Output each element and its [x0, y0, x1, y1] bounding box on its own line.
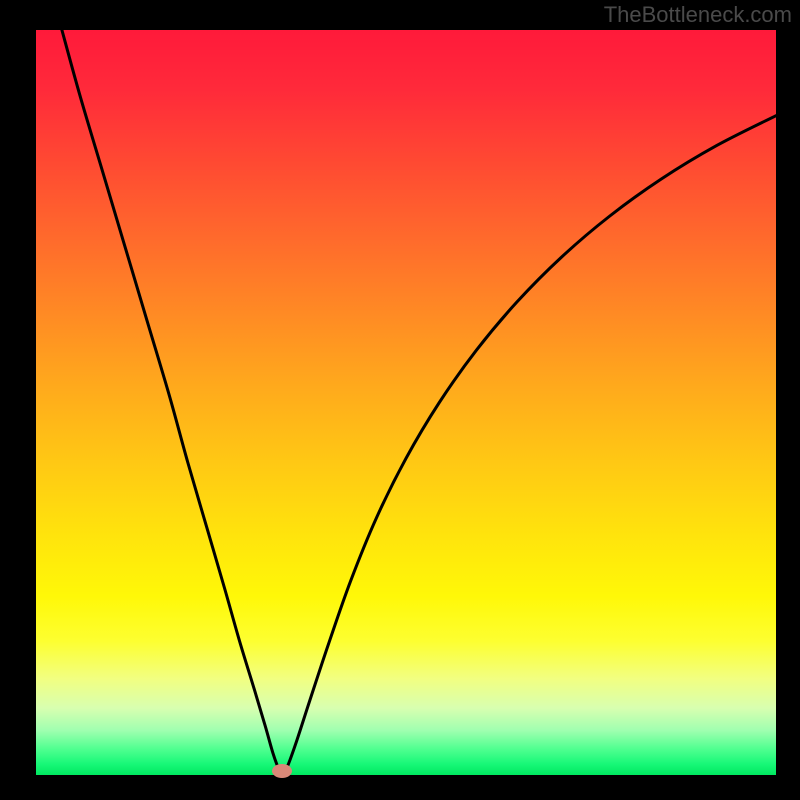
minimum-marker [272, 764, 292, 778]
watermark-text: TheBottleneck.com [604, 2, 792, 28]
bottleneck-curve [36, 30, 776, 775]
plot-area [36, 30, 776, 775]
